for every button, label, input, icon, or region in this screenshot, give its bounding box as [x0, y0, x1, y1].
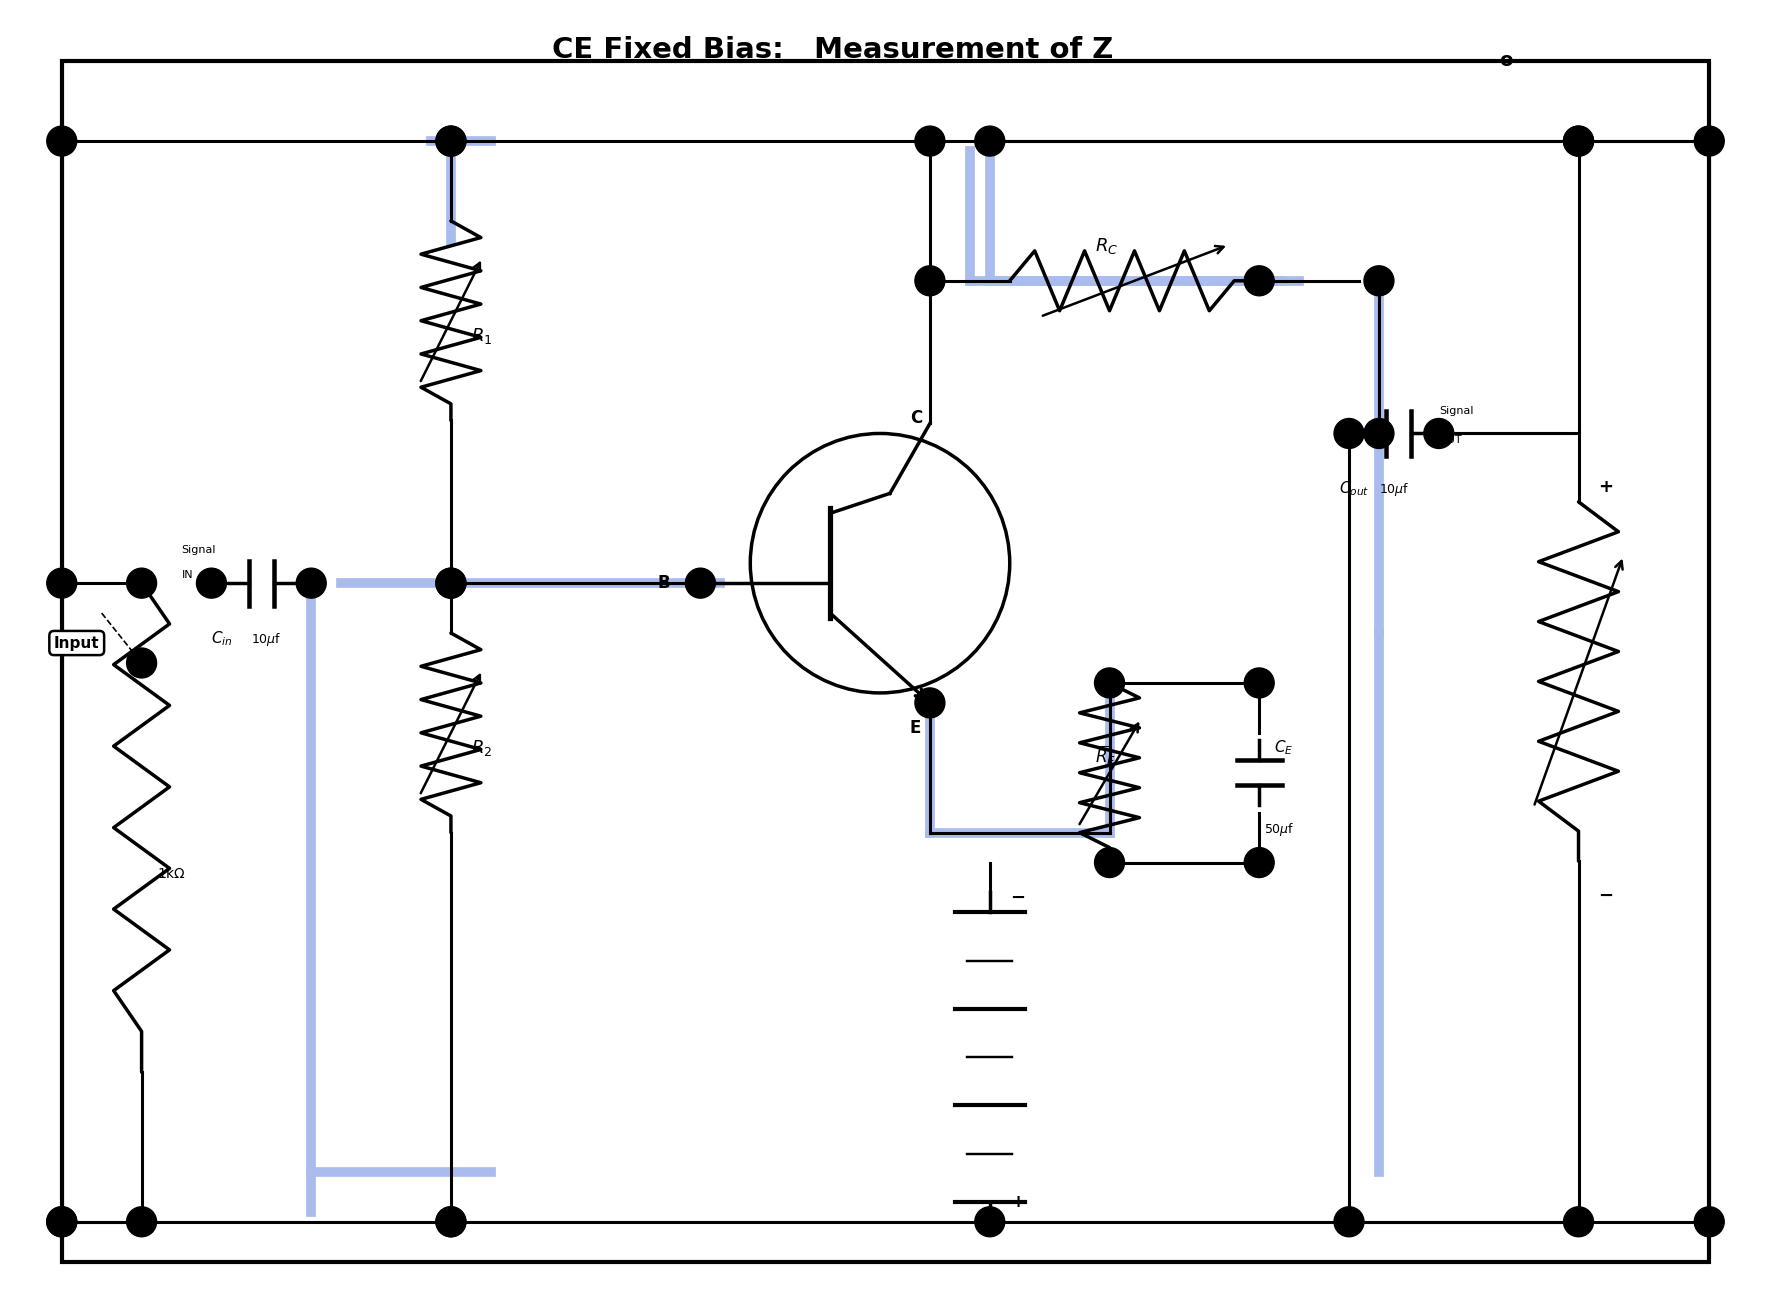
Text: E: E [910, 719, 921, 736]
Text: $C_E$: $C_E$ [1273, 739, 1293, 757]
Circle shape [1094, 668, 1125, 698]
Text: 1k$\Omega$: 1k$\Omega$ [156, 865, 186, 881]
Text: Signal: Signal [181, 545, 216, 555]
Text: B: B [657, 575, 671, 592]
Circle shape [436, 568, 466, 598]
Circle shape [46, 126, 76, 156]
Circle shape [1695, 1207, 1725, 1237]
Circle shape [1695, 126, 1725, 156]
Circle shape [685, 568, 715, 598]
Text: Signal: Signal [1438, 405, 1473, 416]
Circle shape [436, 126, 466, 156]
Text: 10$\mu$f: 10$\mu$f [251, 631, 282, 648]
Circle shape [1564, 1207, 1594, 1237]
Text: o: o [1498, 51, 1512, 70]
Circle shape [974, 126, 1004, 156]
Text: −: − [1009, 889, 1025, 907]
Circle shape [296, 568, 326, 598]
Text: +: + [1009, 1192, 1025, 1210]
Circle shape [916, 688, 946, 718]
Text: $R_C$: $R_C$ [1094, 236, 1118, 255]
Circle shape [436, 1207, 466, 1237]
Circle shape [1334, 418, 1364, 448]
Text: Input: Input [53, 636, 99, 650]
Circle shape [46, 568, 76, 598]
Circle shape [916, 126, 946, 156]
Text: $C_{out}$: $C_{out}$ [1339, 480, 1369, 498]
Text: C: C [910, 409, 923, 427]
Text: $\overline{R}_E$: $\overline{R}_E$ [1094, 744, 1116, 767]
Text: 50$\mu$f: 50$\mu$f [1264, 821, 1295, 838]
Circle shape [197, 568, 227, 598]
Circle shape [1245, 266, 1273, 296]
Circle shape [126, 1207, 156, 1237]
Circle shape [1364, 418, 1394, 448]
Circle shape [1564, 126, 1594, 156]
Text: IN: IN [181, 571, 193, 580]
Circle shape [126, 648, 156, 678]
Text: $R_2$: $R_2$ [471, 737, 492, 758]
Text: $C_{in}$: $C_{in}$ [211, 629, 234, 648]
Circle shape [436, 568, 466, 598]
Circle shape [436, 126, 466, 156]
Text: OUT: OUT [1438, 435, 1463, 446]
Circle shape [974, 1207, 1004, 1237]
Text: $R_1$: $R_1$ [471, 326, 492, 345]
Circle shape [1564, 126, 1594, 156]
Circle shape [46, 1207, 76, 1237]
Text: CE Fixed Bias:   Measurement of Z: CE Fixed Bias: Measurement of Z [553, 36, 1114, 64]
Circle shape [916, 266, 946, 296]
Circle shape [1364, 266, 1394, 296]
Text: +: + [1599, 478, 1613, 496]
Circle shape [1334, 1207, 1364, 1237]
Circle shape [126, 568, 156, 598]
Circle shape [46, 1207, 76, 1237]
Circle shape [1424, 418, 1454, 448]
Circle shape [1245, 668, 1273, 698]
Circle shape [436, 1207, 466, 1237]
Text: −: − [1599, 887, 1613, 906]
Circle shape [1094, 847, 1125, 877]
Circle shape [1245, 847, 1273, 877]
Text: 10$\mu$f: 10$\mu$f [1380, 481, 1410, 498]
